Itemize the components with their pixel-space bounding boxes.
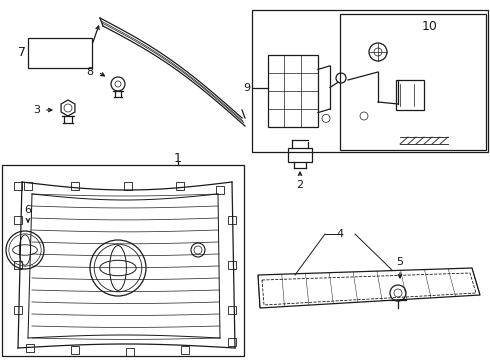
- Bar: [228, 338, 236, 346]
- Bar: [288, 148, 312, 162]
- Text: 7: 7: [18, 46, 26, 59]
- Bar: [14, 261, 22, 269]
- Text: 3: 3: [33, 105, 40, 115]
- Text: 1: 1: [174, 152, 182, 165]
- Bar: [14, 306, 22, 314]
- Text: 10: 10: [422, 19, 438, 32]
- Bar: [124, 182, 132, 190]
- Bar: [71, 346, 79, 354]
- Text: 9: 9: [243, 83, 250, 93]
- Bar: [252, 10, 488, 152]
- Bar: [14, 216, 22, 224]
- Bar: [176, 182, 184, 190]
- Bar: [340, 14, 486, 150]
- Bar: [268, 55, 318, 127]
- Bar: [28, 38, 92, 68]
- Bar: [228, 216, 236, 224]
- Bar: [228, 306, 236, 314]
- Bar: [26, 344, 34, 352]
- Text: 8: 8: [86, 67, 93, 77]
- Bar: [181, 346, 189, 354]
- Bar: [14, 182, 22, 190]
- Bar: [228, 261, 236, 269]
- Bar: [396, 80, 424, 110]
- Bar: [71, 182, 79, 190]
- Text: 2: 2: [296, 180, 304, 190]
- Bar: [24, 182, 32, 190]
- Bar: [2, 165, 244, 356]
- Bar: [216, 186, 224, 194]
- Text: 6: 6: [24, 205, 31, 215]
- Text: 4: 4: [337, 229, 343, 239]
- Text: 5: 5: [396, 257, 403, 267]
- Bar: [126, 348, 134, 356]
